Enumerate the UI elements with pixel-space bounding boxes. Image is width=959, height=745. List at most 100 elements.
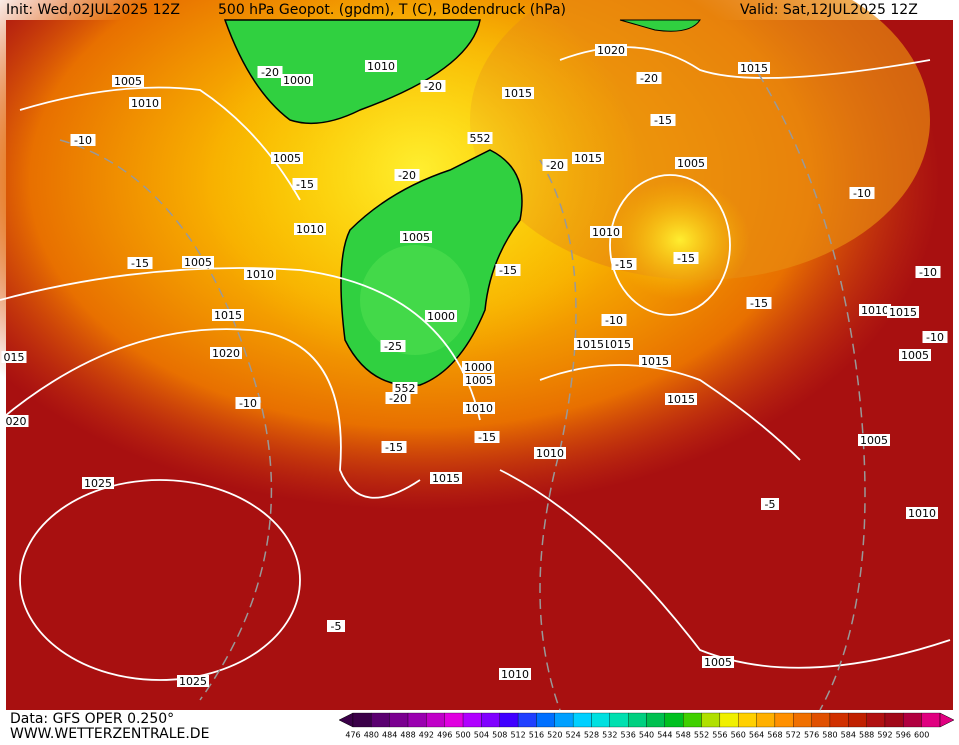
contour-label: 1015 xyxy=(432,472,460,485)
contour-label: 1020 xyxy=(597,44,625,57)
label-box xyxy=(915,266,941,278)
colorbar-label: 552 xyxy=(694,731,709,740)
contour-label: 552 xyxy=(470,132,491,145)
colorbar-swatch xyxy=(646,712,665,728)
colorbar-arrow-right xyxy=(939,712,955,728)
colorbar-swatch xyxy=(738,712,757,728)
colorbar-swatch xyxy=(683,712,702,728)
colorbar-label: 584 xyxy=(841,731,856,740)
label-box xyxy=(702,656,734,668)
map-title: 500 hPa Geopot. (gpdm), T (C), Bodendruc… xyxy=(218,2,566,18)
colorbar-label: 564 xyxy=(749,731,764,740)
contour-label: -15 xyxy=(750,297,768,310)
colorbar-label: 492 xyxy=(419,731,434,740)
colorbar-swatch xyxy=(499,712,519,728)
colorbar-label: 540 xyxy=(639,731,654,740)
colorbar-label: 580 xyxy=(822,731,837,740)
contour-label: 1020 xyxy=(212,347,240,360)
label-box xyxy=(129,97,161,109)
colorbar-swatch xyxy=(481,712,500,728)
colorbar-swatch xyxy=(554,712,574,728)
label-box xyxy=(385,392,411,404)
contour-label: 1015 xyxy=(504,87,532,100)
label-box xyxy=(430,472,462,484)
colorbar-label: 524 xyxy=(565,731,580,740)
label-box xyxy=(922,331,948,343)
colorbar-swatch xyxy=(517,712,537,728)
colorbar-swatch xyxy=(462,712,482,728)
colorbar-swatch xyxy=(628,712,647,728)
colorbar-label: 476 xyxy=(345,731,360,740)
contour-label: 1025 xyxy=(84,477,112,490)
colorbar-label: 532 xyxy=(602,731,617,740)
colorbar-label: 600 xyxy=(914,731,929,740)
colorbar-label: 576 xyxy=(804,731,819,740)
contour-label: -10 xyxy=(605,314,623,327)
label-box xyxy=(574,338,606,350)
label-box xyxy=(292,178,318,190)
label-box xyxy=(127,257,153,269)
label-box xyxy=(611,258,637,270)
label-box xyxy=(499,668,531,680)
colorbar-label: 520 xyxy=(547,731,562,740)
contour-label: 1005 xyxy=(184,256,212,269)
label-box xyxy=(212,309,244,321)
colorbar-label: 500 xyxy=(455,731,470,740)
colorbar-swatch xyxy=(536,712,555,728)
contour-label: 1005 xyxy=(114,75,142,88)
contour-label: 1005 xyxy=(677,157,705,170)
colorbar-swatch xyxy=(426,712,445,728)
contour-label: -20 xyxy=(398,169,416,182)
label-box xyxy=(392,382,418,394)
label-box xyxy=(595,44,627,56)
contour-label: 1015 xyxy=(641,355,669,368)
contour-label: 1025 xyxy=(179,675,207,688)
contour-label: 1010 xyxy=(465,402,493,415)
contour-label: -15 xyxy=(677,252,695,265)
label-box xyxy=(673,252,699,264)
contour-label: 1005 xyxy=(901,349,929,362)
colorbar-label: 568 xyxy=(767,731,782,740)
label-box xyxy=(244,268,276,280)
colorbar-label: 592 xyxy=(877,731,892,740)
contour-label: -15 xyxy=(615,258,633,271)
colorbar-swatch xyxy=(371,712,390,728)
label-box xyxy=(675,157,707,169)
contour-label: 1010 xyxy=(861,304,889,317)
contour-label: -10 xyxy=(853,187,871,200)
label-box xyxy=(474,431,500,443)
map-labels: 1005 1010 -10 1000 -20 1005 -15 1010 -15 1005 1010… xyxy=(1,44,948,688)
data-source: Data: GFS OPER 0.250° xyxy=(10,711,174,727)
colorbar-swatch xyxy=(884,712,904,728)
colorbar-swatch xyxy=(609,712,629,728)
colorbar-swatch xyxy=(811,712,831,728)
label-box xyxy=(738,62,770,74)
contour-label: -20 xyxy=(424,80,442,93)
colorbar-label: 512 xyxy=(510,731,525,740)
colorbar-label: 588 xyxy=(859,731,874,740)
label-box xyxy=(235,397,261,409)
contour-label: 1015 xyxy=(740,62,768,75)
colorbar-swatch xyxy=(701,712,721,728)
contour-label: -10 xyxy=(919,266,937,279)
colorbar-label: 556 xyxy=(712,731,727,740)
valid-time: Valid: Sat,12JUL2025 12Z xyxy=(740,2,918,18)
contour-label: 1005 xyxy=(704,656,732,669)
label-box xyxy=(590,226,622,238)
colorbar-label: 560 xyxy=(731,731,746,740)
colorbar-label: 480 xyxy=(364,731,379,740)
colorbar-label: 548 xyxy=(676,731,691,740)
label-box xyxy=(281,74,313,86)
label-box xyxy=(746,297,772,309)
contour-label: 1010 xyxy=(908,507,936,520)
contour-label: 1015 xyxy=(214,309,242,322)
colorbar-swatch xyxy=(444,712,464,728)
colorbar-arrow-left xyxy=(338,712,354,728)
contour-label: -15 xyxy=(654,114,672,127)
contour-label: -25 xyxy=(384,340,402,353)
label-box xyxy=(400,231,432,243)
label-box xyxy=(257,66,283,78)
contour-label: 1000 xyxy=(427,310,455,323)
colorbar-swatch xyxy=(829,712,849,728)
label-box xyxy=(327,620,345,632)
